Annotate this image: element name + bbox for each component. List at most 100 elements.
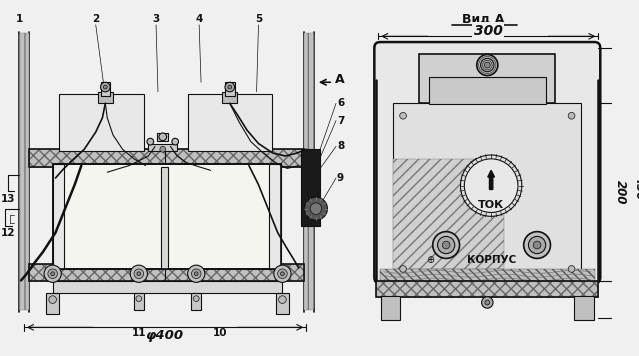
- Text: ТОК: ТОК: [478, 200, 504, 210]
- Bar: [98, 92, 113, 103]
- Bar: [52, 281, 282, 293]
- Circle shape: [192, 269, 201, 278]
- Circle shape: [160, 146, 166, 152]
- Circle shape: [273, 265, 291, 282]
- Bar: [300, 149, 320, 226]
- Text: 2: 2: [92, 14, 99, 24]
- Bar: [381, 296, 400, 320]
- Text: 4: 4: [196, 14, 203, 24]
- Circle shape: [400, 112, 406, 119]
- Text: 10: 10: [213, 328, 227, 338]
- Text: 300: 300: [474, 23, 503, 38]
- Circle shape: [100, 82, 110, 92]
- Bar: [394, 103, 581, 272]
- Circle shape: [225, 82, 235, 92]
- Circle shape: [400, 266, 406, 272]
- Circle shape: [136, 296, 142, 302]
- Circle shape: [528, 236, 546, 253]
- Text: КОРПУС: КОРПУС: [466, 255, 516, 265]
- Text: 12: 12: [1, 227, 15, 237]
- Circle shape: [568, 112, 575, 119]
- Circle shape: [228, 85, 232, 89]
- Circle shape: [159, 133, 167, 141]
- Bar: [157, 133, 169, 141]
- Circle shape: [147, 138, 153, 145]
- FancyArrow shape: [488, 170, 495, 189]
- Text: А: А: [335, 73, 344, 86]
- Bar: [52, 164, 281, 269]
- Circle shape: [484, 62, 490, 68]
- Circle shape: [534, 241, 541, 249]
- Text: 200: 200: [614, 180, 627, 205]
- Circle shape: [49, 296, 56, 303]
- Text: Вид А: Вид А: [462, 12, 505, 26]
- Circle shape: [485, 300, 489, 305]
- Text: 450: 450: [633, 176, 639, 200]
- Bar: [376, 281, 598, 297]
- Bar: [376, 281, 598, 297]
- Circle shape: [568, 266, 575, 272]
- Bar: [225, 82, 235, 96]
- Bar: [222, 92, 238, 103]
- Bar: [394, 159, 504, 269]
- Bar: [161, 167, 169, 269]
- Bar: [29, 264, 304, 281]
- Circle shape: [433, 232, 459, 258]
- Bar: [52, 164, 64, 269]
- Text: 3: 3: [153, 14, 160, 24]
- Circle shape: [438, 236, 455, 253]
- Circle shape: [310, 203, 321, 214]
- Circle shape: [137, 272, 141, 276]
- Bar: [100, 82, 110, 96]
- Circle shape: [442, 241, 450, 249]
- Bar: [380, 269, 594, 281]
- Text: 11: 11: [132, 328, 146, 338]
- Circle shape: [50, 272, 54, 276]
- Circle shape: [104, 85, 107, 89]
- Bar: [46, 293, 59, 314]
- FancyBboxPatch shape: [374, 42, 600, 283]
- Circle shape: [188, 265, 205, 282]
- Bar: [429, 78, 546, 104]
- Bar: [188, 94, 272, 151]
- Circle shape: [130, 265, 148, 282]
- Bar: [419, 53, 555, 103]
- Text: 1: 1: [15, 14, 23, 24]
- Bar: [29, 149, 304, 167]
- Circle shape: [304, 197, 327, 220]
- Text: φ400: φ400: [146, 329, 184, 342]
- Text: 9: 9: [337, 173, 344, 183]
- Circle shape: [134, 269, 144, 278]
- Bar: [192, 293, 201, 310]
- Bar: [59, 94, 144, 151]
- Circle shape: [482, 297, 493, 308]
- Circle shape: [481, 58, 494, 72]
- Circle shape: [524, 232, 550, 258]
- Bar: [52, 164, 281, 269]
- Bar: [275, 293, 289, 314]
- Text: 7: 7: [337, 116, 344, 126]
- Circle shape: [461, 155, 522, 216]
- Circle shape: [477, 54, 498, 75]
- Bar: [29, 149, 304, 167]
- Circle shape: [194, 272, 198, 276]
- Circle shape: [194, 296, 199, 302]
- Text: ⊕: ⊕: [426, 255, 434, 265]
- Circle shape: [465, 159, 518, 213]
- Circle shape: [44, 265, 61, 282]
- Bar: [304, 33, 314, 310]
- Text: 8: 8: [337, 141, 344, 151]
- Circle shape: [279, 296, 286, 303]
- Circle shape: [277, 269, 287, 278]
- Bar: [134, 293, 144, 310]
- Circle shape: [172, 138, 178, 145]
- Text: 13: 13: [1, 194, 15, 204]
- Bar: [29, 264, 304, 281]
- Text: 5: 5: [255, 14, 262, 24]
- Bar: [19, 33, 29, 310]
- Circle shape: [48, 269, 58, 278]
- Bar: [148, 145, 177, 151]
- Circle shape: [281, 272, 284, 276]
- Bar: [269, 164, 281, 269]
- Bar: [574, 296, 594, 320]
